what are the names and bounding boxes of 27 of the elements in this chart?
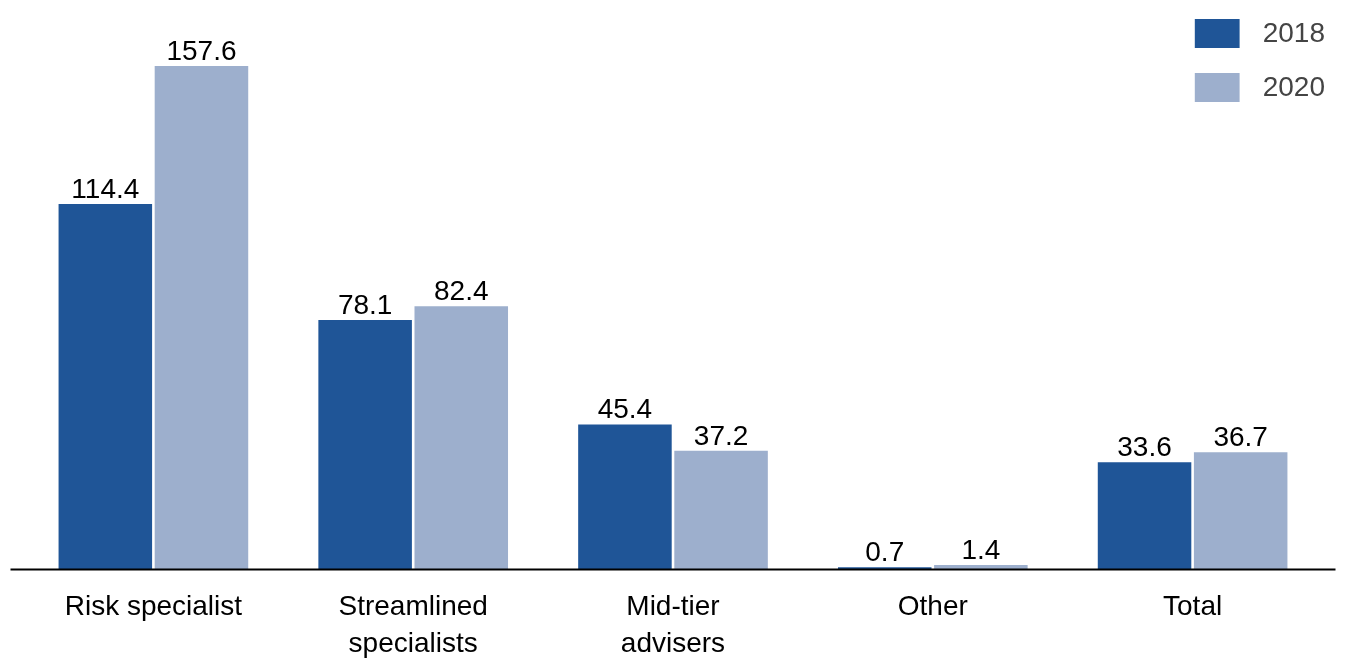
legend-label: 2020 [1262, 71, 1325, 103]
data-label: 33.6 [1117, 431, 1172, 463]
bar [1097, 462, 1192, 570]
bar [578, 424, 672, 570]
data-label: 82.4 [434, 275, 489, 307]
bar [318, 319, 412, 570]
bar [414, 306, 509, 570]
data-label: 37.2 [693, 419, 749, 451]
bar [934, 565, 1028, 570]
bar [837, 567, 932, 570]
data-label: 1.4 [961, 534, 1001, 566]
x-tick-label: Streamlined specialists [338, 589, 488, 658]
data-label: 45.4 [597, 393, 653, 425]
bar [154, 65, 249, 570]
x-tick-label: Other [897, 589, 968, 621]
legend-label: 2018 [1262, 17, 1325, 49]
bar [674, 450, 768, 570]
bar [1193, 452, 1288, 570]
data-label: 36.7 [1213, 421, 1268, 453]
x-tick-label: Mid-tier advisers [620, 589, 726, 658]
data-label: 0.7 [865, 536, 905, 568]
x-tick-label: Risk specialist [64, 589, 243, 621]
data-label: 157.6 [166, 34, 237, 66]
data-label: 78.1 [337, 288, 393, 320]
x-tick-label: Total [1163, 589, 1223, 621]
data-label: 114.4 [71, 172, 140, 204]
bar [58, 203, 153, 570]
